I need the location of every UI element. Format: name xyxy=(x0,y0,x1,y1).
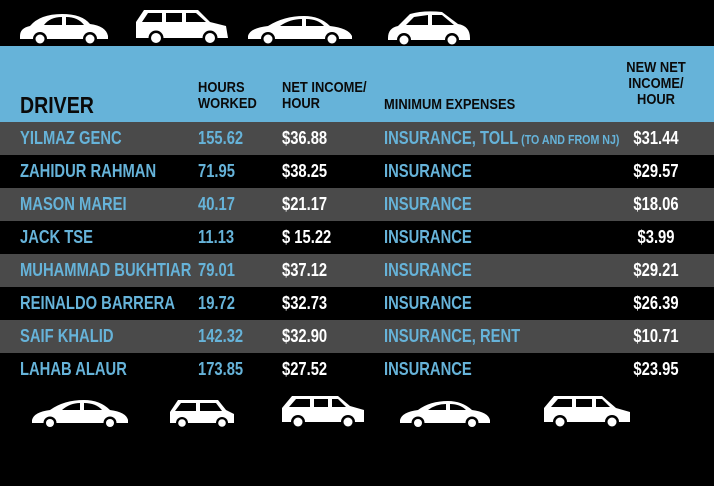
cell-driver: REINALDO BARRERA xyxy=(20,293,175,313)
header-hours-line1: HOURS xyxy=(198,79,245,96)
cell-hours: 71.95 xyxy=(198,161,235,181)
cell-hours: 173.85 xyxy=(198,359,244,379)
cell-new-net-income: $23.95 xyxy=(633,359,679,379)
cell-new-net-income: $29.21 xyxy=(633,260,679,280)
table-row: REINALDO BARRERA 19.72 $32.73 INSURANCE … xyxy=(0,287,714,320)
cell-expenses: INSURANCE xyxy=(384,260,472,280)
sedan-car-icon xyxy=(32,400,128,430)
table-row: MUHAMMAD BUKHTIAR 79.01 $37.12 INSURANCE… xyxy=(0,254,714,287)
cell-hours: 142.32 xyxy=(198,326,244,346)
cell-net-income: $ 15.22 xyxy=(282,227,332,247)
cell-driver: LAHAB ALAUR xyxy=(20,359,127,379)
cell-driver: MASON MAREI xyxy=(20,194,127,214)
bottom-car-row xyxy=(0,388,714,438)
cell-net-income: $36.88 xyxy=(282,128,328,148)
cell-new-net-income: $18.06 xyxy=(633,194,679,214)
header-newnet-line1: NEW NET xyxy=(626,59,686,76)
cell-expenses: INSURANCE xyxy=(384,227,472,247)
table-row: ZAHIDUR RAHMAN 71.95 $38.25 INSURANCE $2… xyxy=(0,155,714,188)
driver-table: YILMAZ GENC 155.62 $36.88 INSURANCE, TOL… xyxy=(0,122,714,386)
cell-new-net-income: $29.57 xyxy=(633,161,679,181)
table-row: LAHAB ALAUR 173.85 $27.52 INSURANCE $23.… xyxy=(0,353,714,386)
hatchback-car-icon xyxy=(388,11,470,46)
header-hours-line2: WORKED xyxy=(198,95,257,112)
header-newnet-line2: INCOME/ xyxy=(628,75,684,92)
sedan-car-icon xyxy=(400,401,490,430)
cell-hours: 40.17 xyxy=(198,194,235,214)
beetle-car-icon xyxy=(20,14,108,46)
table-row: YILMAZ GENC 155.62 $36.88 INSURANCE, TOL… xyxy=(0,122,714,155)
cell-expenses: INSURANCE xyxy=(384,359,472,379)
table-row: JACK TSE 11.13 $ 15.22 INSURANCE $3.99 xyxy=(0,221,714,254)
header-hours-worked: HOURS WORKED xyxy=(198,80,267,112)
cell-new-net-income: $3.99 xyxy=(637,227,675,247)
cell-driver: SAIF KHALID xyxy=(20,326,114,346)
cell-driver: MUHAMMAD BUKHTIAR xyxy=(20,260,192,280)
cell-hours: 155.62 xyxy=(198,128,244,148)
cell-expenses: INSURANCE, TOLL (TO AND FROM NJ) xyxy=(384,122,619,155)
cell-driver: ZAHIDUR RAHMAN xyxy=(20,161,157,181)
cell-driver: YILMAZ GENC xyxy=(20,128,122,148)
cell-expenses: INSURANCE xyxy=(384,293,472,313)
cell-expenses: INSURANCE xyxy=(384,161,472,181)
expenses-note: (TO AND FROM NJ) xyxy=(518,132,620,147)
table-row: MASON MAREI 40.17 $21.17 INSURANCE $18.0… xyxy=(0,188,714,221)
sedan-car-icon xyxy=(248,16,352,46)
header-net-line2: HOUR xyxy=(282,95,320,112)
cell-expenses: INSURANCE xyxy=(384,194,472,214)
cell-new-net-income: $26.39 xyxy=(633,293,679,313)
mini-car-icon xyxy=(170,400,234,429)
cell-hours: 79.01 xyxy=(198,260,235,280)
header-newnet-line3: HOUR xyxy=(636,91,675,108)
cell-hours: 19.72 xyxy=(198,293,235,313)
cell-hours: 11.13 xyxy=(198,227,235,247)
cell-driver: JACK TSE xyxy=(20,227,93,247)
cell-net-income: $32.90 xyxy=(282,326,328,346)
cell-net-income: $32.73 xyxy=(282,293,328,313)
expenses-main: INSURANCE, TOLL xyxy=(384,128,519,148)
suv-car-icon xyxy=(544,396,630,429)
top-car-row xyxy=(0,0,714,46)
header-minimum-expenses: MINIMUM EXPENSES xyxy=(384,96,516,113)
cell-net-income: $38.25 xyxy=(282,161,328,181)
suv-car-icon xyxy=(136,10,228,46)
cell-net-income: $37.12 xyxy=(282,260,328,280)
cell-new-net-income: $10.71 xyxy=(633,326,679,346)
header-net-line1: NET INCOME/ xyxy=(282,79,367,96)
suv-car-icon xyxy=(282,396,364,429)
cell-expenses: INSURANCE, RENT xyxy=(384,326,521,346)
header-band xyxy=(0,46,714,122)
cell-net-income: $21.17 xyxy=(282,194,328,214)
header-driver: DRIVER xyxy=(20,92,94,118)
cell-new-net-income: $31.44 xyxy=(633,128,679,148)
header-new-net-income: NEW NET INCOME/ HOUR xyxy=(618,60,694,108)
cell-net-income: $27.52 xyxy=(282,359,328,379)
table-row: SAIF KHALID 142.32 $32.90 INSURANCE, REN… xyxy=(0,320,714,353)
header-net-income: NET INCOME/ HOUR xyxy=(282,80,377,112)
